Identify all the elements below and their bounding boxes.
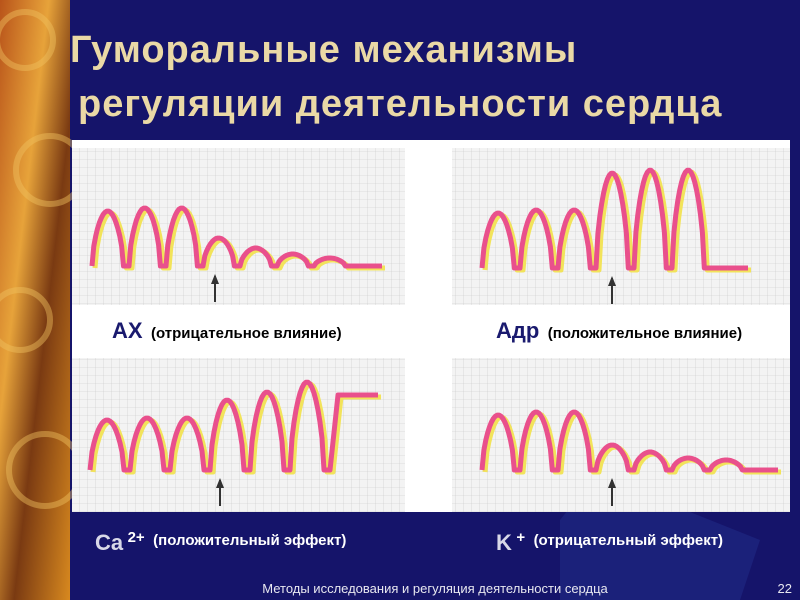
panel-label: Ca 2+ (положительный эффект) [95, 529, 346, 555]
trace [89, 205, 382, 269]
arrow-head [608, 276, 616, 286]
trace [87, 379, 378, 473]
trace-shadow [90, 381, 381, 475]
label-note: (положительное влияние) [548, 325, 742, 342]
trace-shadow [482, 169, 751, 273]
chart-paper [72, 148, 405, 305]
label-note: (отрицательное влияние) [151, 325, 342, 342]
label-name: АХ [112, 318, 143, 343]
title-line: Гуморальные механизмы [70, 29, 577, 71]
label-name: Ca [95, 530, 124, 555]
arrow-head [608, 478, 616, 488]
panel-label: K + (отрицательный эффект) [496, 529, 723, 555]
panel-label: Адр (положительное влияние) [496, 318, 742, 343]
footer: Методы исследования и регуляция деятельн… [262, 581, 608, 596]
chart-paper [452, 358, 790, 512]
arrow-head [216, 478, 224, 488]
label-superscript: 2+ [128, 529, 145, 546]
side-strip [0, 0, 70, 600]
title-line: регуляции деятельности сердца [78, 83, 722, 125]
label-superscript: + [516, 529, 525, 546]
label-name: Адр [496, 318, 539, 343]
chart-paper [452, 148, 790, 305]
page-number: 22 [778, 581, 792, 596]
panel-label: АХ (отрицательное влияние) [112, 318, 342, 343]
trace [479, 167, 748, 271]
arrow-head [211, 274, 219, 284]
trace [479, 409, 778, 473]
label-note: (положительный эффект) [153, 532, 346, 549]
label-note: (отрицательный эффект) [534, 532, 724, 549]
label-name: K [496, 530, 512, 555]
